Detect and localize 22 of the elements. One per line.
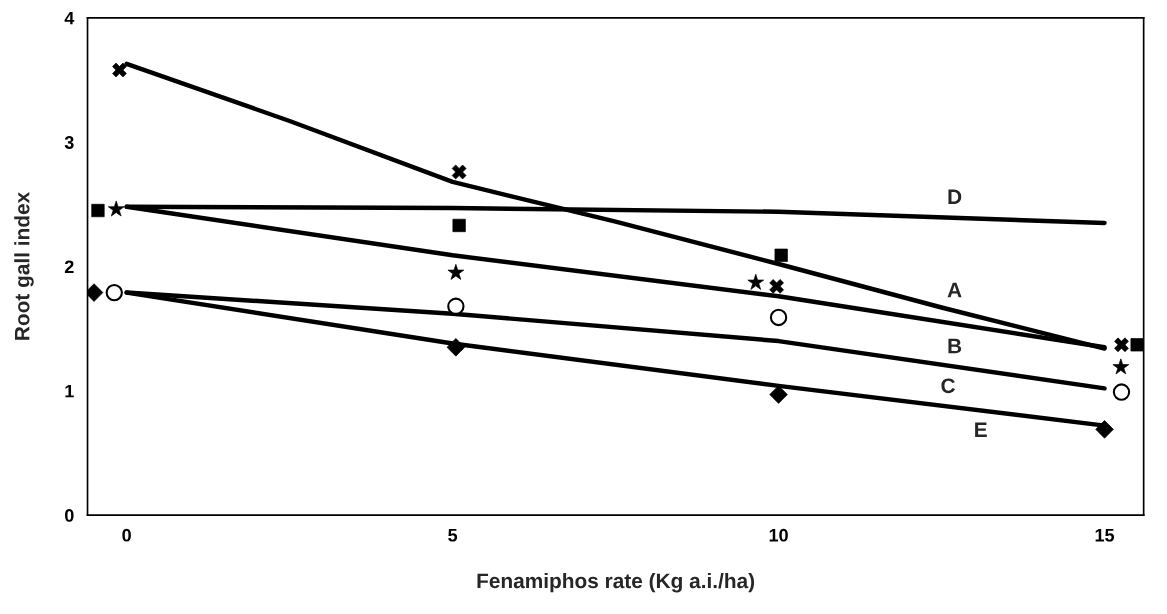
annotation: D [948,189,962,204]
annotation: A [947,282,962,298]
point [105,283,123,302]
x-tick-label: 15 [1095,529,1115,542]
x-axis-title: Fenamiphos rate (Kg a.i./ha) [477,572,755,593]
x-tick-label: 0 [122,528,131,542]
point [769,308,788,327]
y-tick-label: 1 [65,384,74,398]
x-tick-label: 5 [448,529,458,542]
y-tick-label: 0 [65,509,74,522]
point [447,297,465,315]
annotation: B [948,338,962,354]
y-tick-label: 2 [64,260,74,274]
point [87,283,104,302]
annotation: C [941,378,956,394]
y-axis-title: Root gall index [14,191,34,340]
annotation: E [975,422,987,437]
x-tick-label: 10 [769,528,788,542]
point [1112,383,1131,401]
point [774,248,788,262]
y-tick-label: 4 [64,11,75,25]
y-tick-label: 3 [64,136,74,149]
